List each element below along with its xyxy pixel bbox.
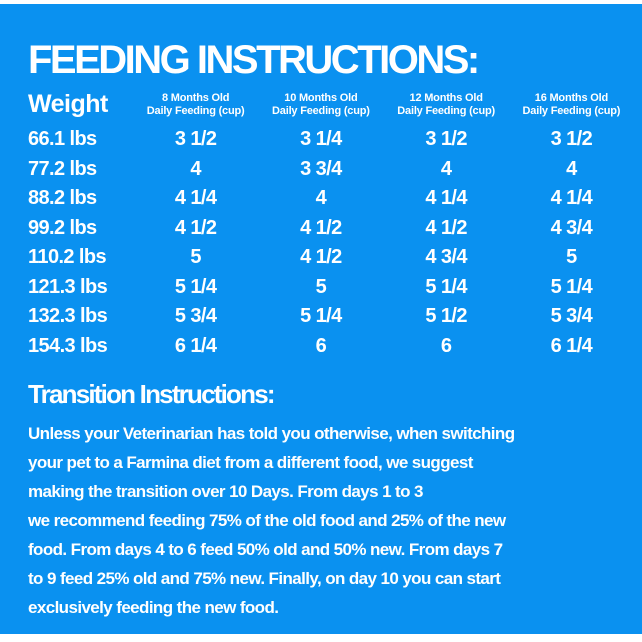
feeding-value-cell: 5 1/4 — [300, 305, 342, 328]
feeding-value-cell: 5 1/2 — [425, 305, 467, 328]
transition-text-line: we recommend feeding 75% of the old food… — [28, 511, 506, 530]
table-row: 77.2 lbs 4 3 3/4 4 4 — [28, 155, 634, 185]
transition-text-line: your pet to a Farmina diet from a differ… — [28, 453, 473, 472]
feeding-value-cell: 5 — [315, 275, 327, 298]
feeding-table: Weight 8 Months Old Daily Feeding (cup) 10… — [28, 90, 634, 361]
feeding-value-cell: 4 1/4 — [550, 187, 593, 210]
blue-panel: FEEDING INSTRUCTIONS: Weight 8 Months Ol… — [0, 4, 642, 634]
transition-text-line: food. From days 4 to 6 feed 50% old and … — [28, 540, 503, 559]
weight-cell: 132.3 lbs — [28, 305, 108, 328]
weight-cell: 99.2 lbs — [28, 216, 97, 239]
feeding-value-cell: 4 — [315, 187, 327, 210]
feeding-value-cell: 3 1/4 — [300, 128, 342, 151]
feeding-value-cell: 5 3/4 — [174, 305, 217, 328]
table-row: 99.2 lbs 4 1/2 4 1/2 4 1/2 4 3/4 — [28, 214, 634, 244]
age-column-line1: 16 Months Old — [534, 91, 608, 104]
weight-column-header: Weight — [28, 90, 108, 118]
weight-cell: 66.1 lbs — [28, 128, 97, 151]
feeding-value-cell: 6 — [440, 334, 452, 357]
transition-text: Unless your Veterinarian has told you ot… — [28, 419, 634, 622]
feeding-value-cell: 3 1/2 — [425, 128, 467, 151]
feeding-value-cell: 5 3/4 — [550, 305, 593, 328]
feeding-value-cell: 4 — [566, 157, 577, 180]
feeding-value-cell: 3 3/4 — [300, 157, 342, 180]
weight-cell: 77.2 lbs — [28, 157, 97, 180]
weight-cell: 110.2 lbs — [28, 246, 107, 269]
feeding-value-cell: 4 1/2 — [174, 216, 217, 239]
feeding-instructions-title: FEEDING INSTRUCTIONS: — [28, 38, 480, 82]
feeding-value-cell: 5 1/4 — [550, 275, 593, 298]
age-column-line2: Daily Feeding (cup) — [522, 104, 621, 117]
feeding-value-cell: 5 1/4 — [174, 275, 217, 298]
feeding-value-cell: 4 1/2 — [300, 246, 342, 269]
feeding-value-cell: 6 1/4 — [550, 334, 593, 357]
age-column-line2: Daily Feeding (cup) — [272, 104, 370, 117]
transition-instructions-title: Transition Instructions: — [28, 379, 276, 409]
transition-text-line: making the transition over 10 Days. From… — [28, 482, 423, 501]
feeding-value-cell: 4 1/4 — [425, 187, 467, 210]
transition-text-line: to 9 feed 25% old and 75% new. Finally, … — [28, 569, 501, 588]
table-header-row: Weight 8 Months Old Daily Feeding (cup) 10… — [28, 90, 634, 119]
feeding-value-cell: 4 3/4 — [425, 246, 467, 269]
table-row: 121.3 lbs 5 1/4 5 5 1/4 5 1/4 — [28, 273, 634, 303]
feeding-value-cell: 4 1/4 — [174, 187, 217, 210]
feeding-value-cell: 5 — [190, 246, 201, 269]
weight-cell: 121.3 lbs — [28, 275, 108, 298]
age-column-header: 12 Months Old Daily Feeding (cup) — [384, 92, 509, 118]
age-column-line1: 12 Months Old — [409, 91, 483, 104]
age-column-header: 10 Months Old Daily Feeding (cup) — [258, 92, 383, 118]
age-column-line2: Daily Feeding (cup) — [146, 104, 245, 117]
feeding-value-cell: 5 1/4 — [425, 275, 467, 298]
feeding-value-cell: 3 1/2 — [550, 128, 593, 151]
feeding-value-cell: 6 1/4 — [174, 334, 217, 357]
feeding-value-cell: 4 3/4 — [550, 216, 593, 239]
table-row: 88.2 lbs 4 1/4 4 4 1/4 4 1/4 — [28, 184, 634, 214]
weight-cell: 88.2 lbs — [28, 187, 97, 210]
feeding-value-cell: 4 1/2 — [300, 216, 342, 239]
age-column-line2: Daily Feeding (cup) — [397, 104, 495, 117]
feeding-value-cell: 4 1/2 — [425, 216, 467, 239]
feeding-value-cell: 4 — [190, 157, 201, 180]
feeding-value-cell: 5 — [566, 246, 577, 269]
age-column-header: 8 Months Old Daily Feeding (cup) — [133, 92, 258, 118]
table-row: 154.3 lbs 6 1/4 6 6 6 1/4 — [28, 332, 634, 362]
feeding-value-cell: 3 1/2 — [174, 128, 217, 151]
table-row: 110.2 lbs 5 4 1/2 4 3/4 5 — [28, 243, 634, 273]
feeding-table-body: 66.1 lbs 3 1/2 3 1/4 3 1/2 3 1/2 77.2 lbs 4 3 3… — [28, 125, 634, 361]
age-column-line1: 8 Months Old — [161, 91, 230, 104]
age-column-header: 16 Months Old Daily Feeding (cup) — [509, 92, 634, 118]
table-row: 132.3 lbs 5 3/4 5 1/4 5 1/2 5 3/4 — [28, 302, 634, 332]
transition-text-line: exclusively feeding the new food. — [28, 598, 279, 617]
feeding-value-cell: 6 — [315, 334, 327, 357]
table-row: 66.1 lbs 3 1/2 3 1/4 3 1/2 3 1/2 — [28, 125, 634, 155]
weight-cell: 154.3 lbs — [28, 334, 108, 357]
feeding-value-cell: 4 — [440, 157, 452, 180]
age-column-line1: 10 Months Old — [284, 91, 358, 104]
transition-text-line: Unless your Veterinarian has told you ot… — [28, 424, 515, 443]
